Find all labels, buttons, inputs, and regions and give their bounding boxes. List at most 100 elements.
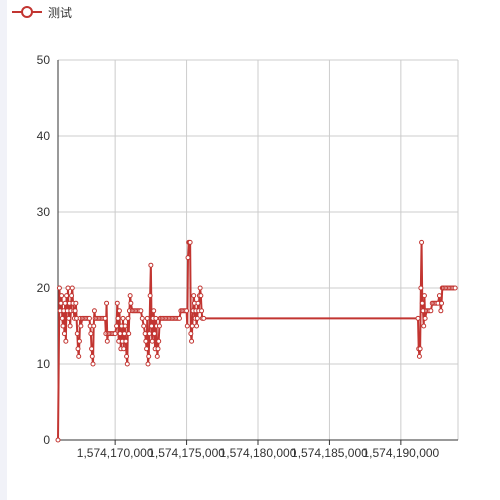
data-point [142,331,148,337]
data-point [61,331,67,337]
y-tick-label: 0 [43,433,50,447]
data-point [124,353,130,359]
data-point [199,308,205,314]
data-point [114,323,120,329]
data-point [156,338,162,344]
data-point [156,323,162,329]
data-point [176,315,182,321]
y-tick-label: 40 [37,129,51,143]
data-point [58,300,64,306]
y-tick-label: 20 [37,281,51,295]
data-point [155,346,161,352]
data-point [56,285,62,291]
data-point [62,300,68,306]
data-point [73,300,79,306]
data-point [75,346,81,352]
data-point [139,315,145,321]
data-point [184,323,190,329]
data-point [128,300,134,306]
data-point [120,315,126,321]
data-point [127,293,133,299]
data-point [154,353,160,359]
data-point [153,315,159,321]
data-point [198,293,204,299]
data-point [185,255,191,261]
data-point [88,331,94,337]
data-point [125,315,131,321]
data-point [201,315,207,321]
data-point [89,346,95,352]
circle-line-icon [12,6,42,18]
data-point [184,308,190,314]
data-point [144,346,150,352]
data-point [421,293,427,299]
data-point [69,285,75,291]
data-point [197,285,203,291]
data-point [144,315,150,321]
data-point [66,315,72,321]
data-point [72,308,78,314]
axis-layer: 010203040501,574,170,0001,574,175,0001,5… [37,53,458,460]
data-point [421,323,427,329]
left-edge-strip [0,0,7,500]
data-point [146,353,152,359]
data-point [195,300,201,306]
data-point [63,338,69,344]
data-point [143,338,149,344]
data-point [64,293,70,299]
data-point [417,346,423,352]
data-point [149,323,155,329]
data-point [59,315,65,321]
data-point [416,353,422,359]
data-point [123,338,129,344]
legend[interactable]: 测试 [12,2,72,22]
data-point [141,323,147,329]
legend-label: 测试 [48,5,73,20]
data-point [65,285,71,291]
data-point [102,315,108,321]
data-point [428,308,434,314]
data-point [436,293,442,299]
grid-layer [58,59,459,440]
data-point [91,308,97,314]
data-point [55,437,61,443]
data-point [76,353,82,359]
data-point [89,353,95,359]
data-point [60,323,66,329]
data-point [147,293,153,299]
data-point [194,323,200,329]
data-point [115,315,121,321]
y-tick-label: 10 [37,357,51,371]
data-point [419,300,425,306]
data-point [116,308,122,314]
data-point [148,262,154,268]
data-point [151,308,157,314]
data-point [114,300,120,306]
data-point [151,331,157,337]
marker-layer [55,239,458,443]
data-point [104,300,110,306]
data-point [415,315,421,321]
data-point [104,338,110,344]
x-tick-label: 1,574,170,000 [77,446,154,460]
data-point [69,293,75,299]
x-tick-label: 1,574,175,000 [148,446,225,460]
data-point [76,338,82,344]
data-point [188,331,194,337]
data-point [121,331,127,337]
data-point [187,239,193,245]
data-point [145,361,151,367]
y-tick-label: 30 [37,205,51,219]
x-tick-label: 1,574,190,000 [362,446,439,460]
data-point [146,331,152,337]
data-point [189,338,195,344]
data-point [422,315,428,321]
x-tick-label: 1,574,185,000 [291,446,368,460]
data-point [59,293,65,299]
data-point [112,331,118,337]
data-point [124,361,130,367]
data-point [438,308,444,314]
data-point [194,315,200,321]
data-point [122,323,128,329]
